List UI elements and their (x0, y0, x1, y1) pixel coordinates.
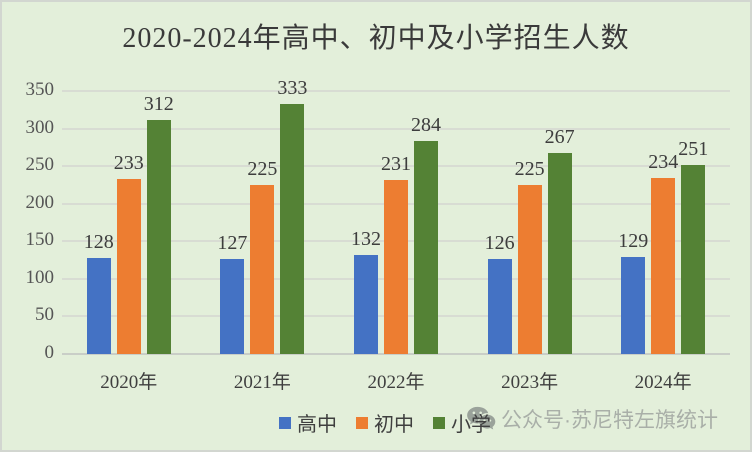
gridline (62, 165, 730, 168)
chart-title: 2020-2024年高中、初中及小学招生人数 (122, 23, 630, 54)
x-axis-category-label: 2021年 (233, 372, 291, 393)
y-axis-tick-label: 0 (44, 342, 55, 363)
legend-label: 高中 (297, 414, 337, 436)
watermark: 公众号·苏尼特左旗统计 (465, 403, 718, 434)
bar-value-label: 251 (678, 138, 709, 161)
bar-value-label: 126 (484, 232, 515, 255)
bar-高中-2021年 (220, 258, 245, 354)
legend-item-初中: 初中 (356, 408, 414, 437)
legend-label: 初中 (374, 414, 414, 436)
bar-value-label: 234 (648, 151, 679, 174)
bar-value-label: 128 (83, 230, 114, 253)
bar-value-label: 267 (544, 126, 575, 149)
bar-初中-2021年 (250, 184, 275, 354)
bar-小学-2020年 (146, 119, 171, 354)
bar-小学-2023年 (547, 153, 572, 354)
bar-高中-2023年 (487, 259, 512, 354)
legend-swatch (433, 416, 445, 429)
bar-value-label: 312 (143, 92, 174, 115)
y-axis-tick-label: 300 (25, 116, 55, 138)
bar-高中-2020年 (86, 257, 111, 354)
bar-value-label: 132 (351, 227, 381, 250)
legend-swatch (279, 416, 291, 429)
bar-value-label: 225 (514, 157, 545, 180)
legend-swatch (356, 416, 368, 429)
bar-初中-2020年 (116, 178, 141, 354)
legend-label: 小学 (451, 414, 491, 436)
y-axis-tick-label: 50 (35, 304, 54, 326)
y-axis-tick-label: 350 (25, 79, 55, 100)
y-axis-tick-label: 250 (25, 154, 55, 176)
x-axis-line (62, 353, 730, 355)
x-axis-category-label: 2020年 (100, 372, 158, 393)
x-axis-category-label: 2023年 (501, 372, 559, 393)
bar-高中-2022年 (354, 254, 378, 354)
wechat-icon (465, 403, 496, 434)
legend: 高中 初中 小学 (279, 408, 491, 437)
y-axis-tick-label: 150 (25, 229, 55, 251)
x-axis-category-label: 2022年 (367, 372, 425, 393)
bar-高中-2024年 (621, 257, 646, 354)
legend-item-高中: 高中 (279, 408, 337, 437)
gridline (62, 127, 730, 130)
legend-item-小学: 小学 (433, 408, 491, 437)
bar-初中-2024年 (651, 178, 676, 354)
bar-小学-2022年 (414, 140, 438, 354)
y-axis-tick-label: 200 (25, 191, 55, 213)
bar-value-label: 231 (381, 153, 411, 176)
y-axis-tick-label: 100 (25, 266, 55, 288)
gridline (62, 90, 730, 92)
bar-value-label: 127 (217, 231, 248, 254)
watermark-text: 公众号·苏尼特左旗统计 (501, 408, 718, 432)
bar-value-label: 284 (411, 113, 441, 136)
bar-value-label: 333 (277, 76, 308, 99)
bar-value-label: 233 (113, 151, 144, 174)
bar-小学-2021年 (280, 103, 305, 354)
bar-value-label: 225 (247, 157, 278, 180)
x-axis-category-label: 2024年 (634, 372, 692, 393)
bar-value-label: 129 (618, 230, 649, 253)
bar-初中-2023年 (517, 184, 542, 354)
bar-初中-2022年 (384, 180, 408, 354)
bar-小学-2024年 (681, 165, 706, 354)
